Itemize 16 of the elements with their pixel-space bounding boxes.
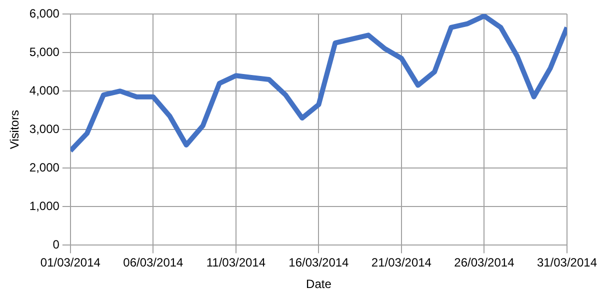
x-tick-label: 11/03/2014 [206, 256, 266, 270]
y-tick-label: 6,000 [29, 6, 60, 20]
y-tick-label: 0 [52, 238, 60, 252]
x-axis-title: Date [306, 277, 332, 292]
x-tick-label: 01/03/2014 [40, 256, 101, 270]
x-tick-label: 06/03/2014 [123, 256, 184, 270]
y-tick-label: 4,000 [29, 83, 60, 98]
y-axis-title: Visitors [8, 110, 22, 150]
y-tick-label: 3,000 [29, 122, 60, 136]
y-tick-label: 5,000 [29, 44, 60, 59]
x-tick-label: 21/03/2014 [371, 256, 432, 270]
x-tick-label: 31/03/2014 [536, 256, 598, 270]
y-tick-label: 2,000 [29, 160, 60, 174]
x-tick-label: 26/03/2014 [454, 256, 515, 270]
y-tick-label: 1,000 [29, 198, 60, 213]
x-tick-label: 16/03/2014 [288, 256, 350, 270]
